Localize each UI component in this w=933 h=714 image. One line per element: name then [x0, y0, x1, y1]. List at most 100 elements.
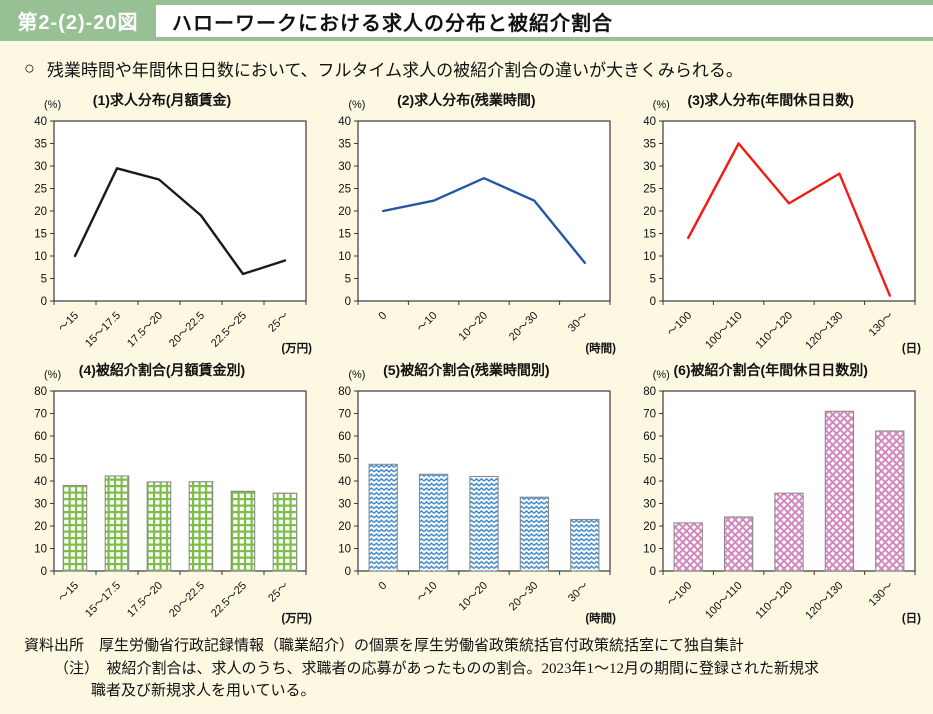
y-tick-label: 15 — [643, 229, 656, 241]
chart-plot: 0 5 10 15 20 25 30 35 40 0 ～10 10～20 20～30 30～ (時間) — [314, 111, 618, 357]
chart-plot: 0 10 20 30 40 50 60 70 80 ～100 100～110 110～120 120～1… — [619, 381, 923, 627]
y-axis: 0 5 10 15 20 25 30 35 40 — [339, 116, 359, 308]
bar — [230, 490, 256, 572]
chart-title: (1)求人分布(月額賃金) — [92, 92, 232, 108]
x-tick-label: 130～ — [866, 310, 895, 339]
chart-title: (5)被紹介割合(残業時間別) — [383, 362, 550, 378]
y-tick-label: 20 — [34, 206, 47, 218]
y-tick-label: 50 — [339, 454, 352, 466]
y-tick-label: 0 — [649, 296, 655, 308]
x-tick-label: 120～130 — [803, 310, 845, 352]
chart-panel-4: (%) (4)被紹介割合(月額賃金別) 0 10 20 30 40 50 60 70 80 ～15… — [10, 359, 314, 627]
x-tick-label: 20～30 — [507, 310, 541, 344]
y-tick-label: 15 — [34, 229, 47, 241]
y-tick-label: 10 — [643, 544, 656, 556]
figure-title: ハローワークにおける求人の分布と被紹介割合 — [156, 5, 933, 37]
bar — [272, 492, 298, 572]
x-tick-label: ～10 — [415, 580, 440, 605]
x-tick-label: 100～110 — [703, 310, 745, 352]
bar-series — [673, 410, 905, 572]
y-tick-label: 20 — [34, 521, 47, 533]
bar — [62, 484, 88, 572]
x-tick-label: 22.5～25 — [209, 310, 249, 350]
chart-title: (4)被紹介割合(月額賃金別) — [78, 362, 246, 378]
y-tick-label: 80 — [34, 386, 47, 398]
y-tick-label: 40 — [339, 116, 352, 128]
chart-plot: 0 10 20 30 40 50 60 70 80 ～15 15～17.5 17.5～20 20～22.… — [10, 381, 314, 627]
y-tick-label: 20 — [339, 206, 352, 218]
x-tick-label: 25～ — [266, 310, 291, 335]
x-tick-label: 130～ — [866, 580, 895, 609]
chart-svg: 0 10 20 30 40 50 60 70 80 0 ～10 10～20 20～30 30～ (時間) — [339, 386, 617, 625]
bar — [520, 496, 550, 572]
x-tick-label: 20～22.5 — [167, 310, 207, 350]
x-tick-label: 20～30 — [507, 580, 541, 614]
data-line — [382, 176, 587, 265]
bar — [188, 481, 214, 572]
bar — [723, 516, 753, 572]
bar — [104, 475, 130, 572]
y-tick-label: 5 — [41, 274, 47, 286]
x-tick-label: 25～ — [266, 580, 291, 605]
y-tick-label: 5 — [649, 274, 655, 286]
x-tick-label: ～100 — [665, 310, 694, 339]
y-axis: 0 10 20 30 40 50 60 70 80 — [643, 386, 663, 578]
y-axis: 0 10 20 30 40 50 60 70 80 — [34, 386, 54, 578]
y-axis: 0 5 10 15 20 25 30 35 40 — [643, 116, 663, 308]
y-tick-label: 30 — [34, 499, 47, 511]
plot-frame — [53, 390, 307, 572]
bar-series — [368, 463, 600, 572]
y-tick-label: 40 — [34, 116, 47, 128]
y-tick-label: 20 — [643, 206, 656, 218]
y-tick-label: 10 — [34, 251, 47, 263]
x-axis: ～15 15～17.5 17.5～20 20～22.5 22.5～25 25～ — [53, 571, 307, 620]
chart-title: (3)求人分布(年間休日日数) — [687, 92, 854, 108]
y-tick-label: 80 — [339, 386, 352, 398]
y-tick-label: 30 — [339, 499, 352, 511]
x-axis: 0 ～10 10～20 20～30 30～ — [357, 571, 611, 614]
chart-svg: 0 10 20 30 40 50 60 70 80 ～15 15～17.5 17.5～20 20～22.… — [34, 386, 312, 625]
chart-svg: 0 5 10 15 20 25 30 35 40 ～15 15～17.5 17.5～20 20～22.5… — [34, 116, 312, 355]
y-tick-label: 50 — [643, 454, 656, 466]
y-axis-unit-label: (%) — [348, 369, 366, 381]
x-tick-label: 10～20 — [457, 580, 491, 614]
charts-grid: (%) (1)求人分布(月額賃金) 0 5 10 15 20 25 30 35 40 ～15 15～… — [0, 89, 933, 627]
y-tick-label: 40 — [34, 476, 47, 488]
chart-svg: 0 5 10 15 20 25 30 35 40 ～100 100～110 110～120 120～13… — [643, 116, 921, 355]
chart-plot: 0 5 10 15 20 25 30 35 40 ～100 100～110 110～120 120～13… — [619, 111, 923, 357]
y-tick-label: 0 — [345, 566, 351, 578]
chart-plot: 0 5 10 15 20 25 30 35 40 ～15 15～17.5 17.5～20 20～22.5… — [10, 111, 314, 357]
x-tick-label: 110～120 — [753, 310, 795, 352]
y-tick-label: 40 — [643, 116, 656, 128]
y-axis-unit-label: (%) — [348, 99, 366, 111]
y-tick-label: 80 — [643, 386, 656, 398]
figure-header: 第2-(2)-20図 ハローワークにおける求人の分布と被紹介割合 — [0, 0, 933, 41]
x-axis-unit-label: (万円) — [281, 342, 312, 355]
chart-title: (6)被紹介割合(年間休日日数別) — [673, 362, 868, 378]
x-tick-label: 22.5～25 — [209, 580, 249, 620]
x-tick-label: 100～110 — [703, 580, 745, 622]
x-tick-label: 0 — [377, 580, 390, 593]
summary-text: 残業時間や年間休日日数において、フルタイム求人の被紹介割合の違いが大きくみられる… — [46, 61, 743, 80]
y-tick-label: 40 — [643, 476, 656, 488]
summary-line: ○ 残業時間や年間休日日数において、フルタイム求人の被紹介割合の違いが大きくみら… — [24, 56, 933, 81]
y-tick-label: 10 — [339, 251, 352, 263]
x-axis: 0 ～10 10～20 20～30 30～ — [357, 301, 611, 344]
chart-panel-3: (%) (3)求人分布(年間休日日数) 0 5 10 15 20 25 30 35 40 ～100… — [619, 89, 923, 357]
y-tick-label: 60 — [34, 431, 47, 443]
x-tick-label: 10～20 — [457, 310, 491, 344]
plot-frame — [662, 120, 916, 302]
y-tick-label: 60 — [339, 431, 352, 443]
y-tick-label: 30 — [643, 161, 656, 173]
y-axis: 0 5 10 15 20 25 30 35 40 — [34, 116, 54, 308]
note-line-1: （注） 被紹介割合は、求人のうち、求職者の応募があったものの割合。2023年1～… — [54, 660, 820, 677]
y-tick-label: 0 — [41, 296, 47, 308]
bar — [368, 463, 399, 572]
chart-plot: 0 10 20 30 40 50 60 70 80 0 ～10 10～20 20～30 30～ (時間) — [314, 381, 618, 627]
y-axis-unit-label: (%) — [44, 369, 62, 381]
x-tick-label: 15～17.5 — [83, 310, 123, 350]
x-axis-unit-label: (時間) — [586, 611, 617, 625]
y-tick-label: 0 — [41, 566, 47, 578]
bar — [146, 481, 172, 572]
note-line-2: 職者及び新規求人を用いている。 — [91, 683, 316, 699]
